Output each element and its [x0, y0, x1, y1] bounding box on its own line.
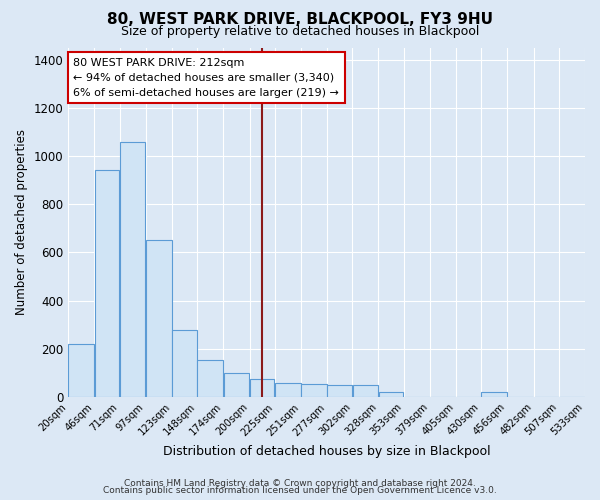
Bar	[146, 240, 172, 397]
Bar	[95, 170, 119, 397]
Bar	[197, 360, 223, 397]
Bar	[224, 373, 249, 397]
Bar	[68, 344, 94, 397]
Bar	[172, 330, 197, 397]
Bar	[353, 385, 378, 397]
Bar	[379, 392, 403, 397]
X-axis label: Distribution of detached houses by size in Blackpool: Distribution of detached houses by size …	[163, 444, 490, 458]
Bar	[120, 142, 145, 397]
Text: 80, WEST PARK DRIVE, BLACKPOOL, FY3 9HU: 80, WEST PARK DRIVE, BLACKPOOL, FY3 9HU	[107, 12, 493, 28]
Bar	[328, 385, 352, 397]
Bar	[301, 384, 327, 397]
Text: Size of property relative to detached houses in Blackpool: Size of property relative to detached ho…	[121, 25, 479, 38]
Bar	[481, 392, 507, 397]
Text: Contains HM Land Registry data © Crown copyright and database right 2024.: Contains HM Land Registry data © Crown c…	[124, 478, 476, 488]
Bar	[250, 379, 274, 397]
Text: Contains public sector information licensed under the Open Government Licence v3: Contains public sector information licen…	[103, 486, 497, 495]
Y-axis label: Number of detached properties: Number of detached properties	[15, 130, 28, 316]
Text: 80 WEST PARK DRIVE: 212sqm
← 94% of detached houses are smaller (3,340)
6% of se: 80 WEST PARK DRIVE: 212sqm ← 94% of deta…	[73, 58, 339, 98]
Bar	[275, 382, 301, 397]
